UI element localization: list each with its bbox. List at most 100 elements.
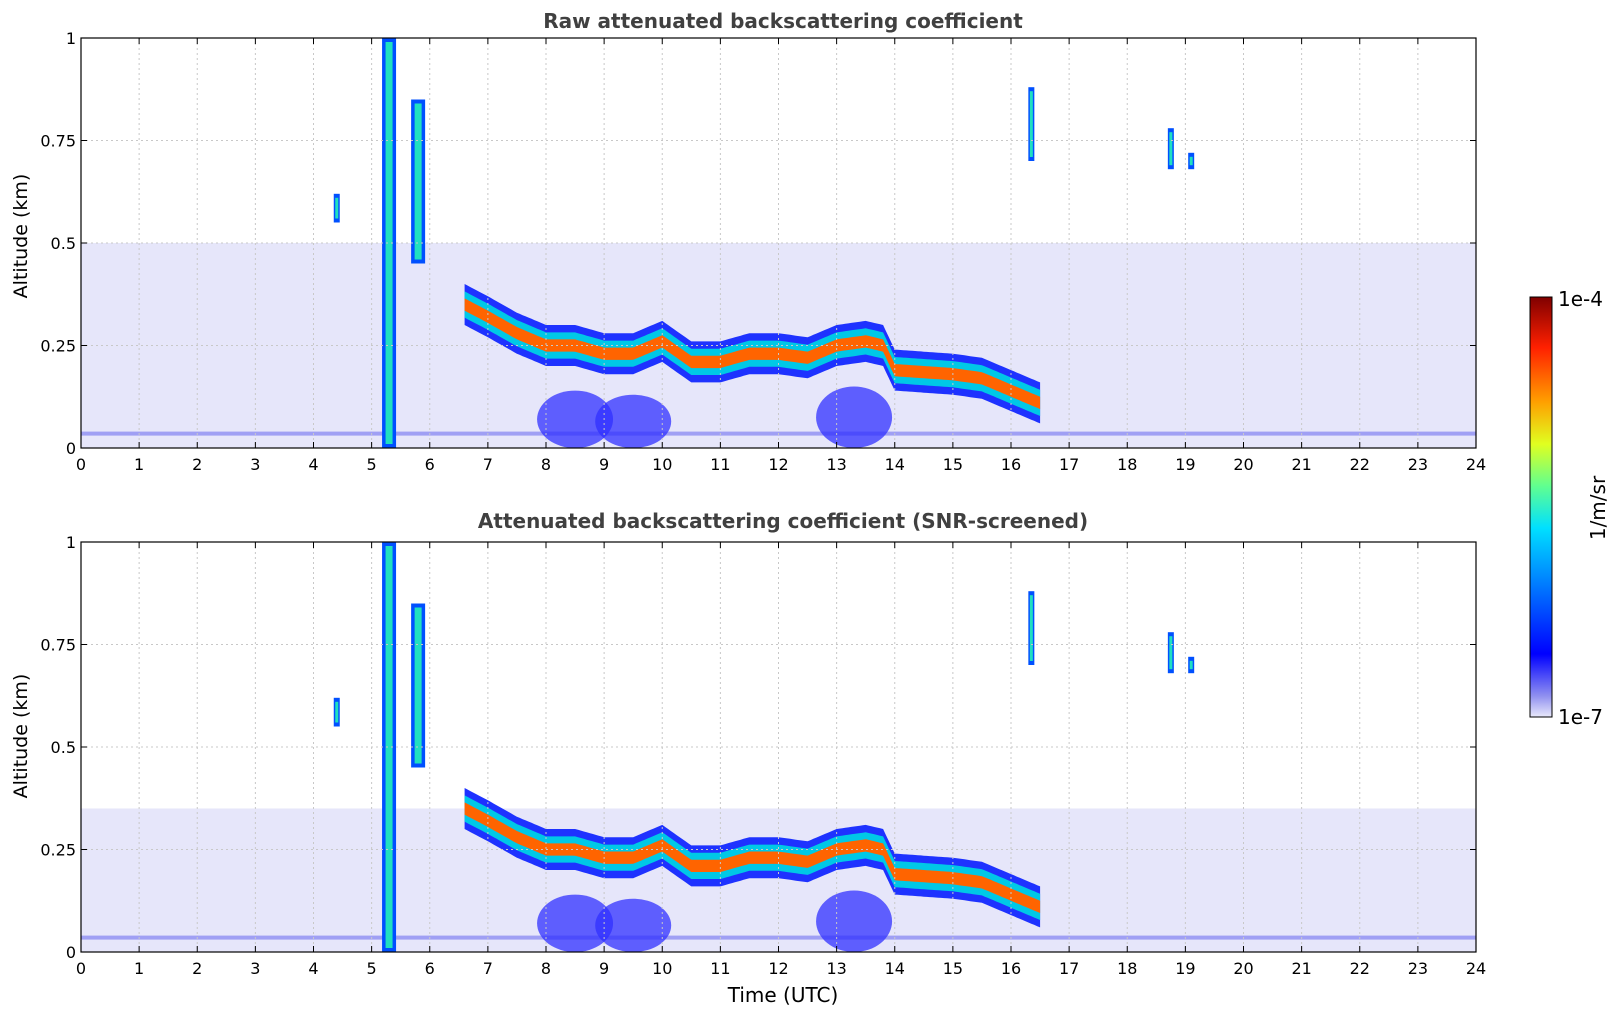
raw-panel: Raw attenuated backscattering coefficien… <box>10 9 1486 474</box>
background-signal <box>81 808 1476 952</box>
y-tick-label: 0.5 <box>51 738 76 757</box>
x-tick-label: 19 <box>1175 455 1195 474</box>
x-tick-label: 7 <box>483 959 493 978</box>
x-tick-label: 17 <box>1059 959 1079 978</box>
plume-core <box>1189 660 1193 670</box>
x-tick-label: 0 <box>76 455 86 474</box>
x-tick-label: 16 <box>1001 959 1021 978</box>
x-tick-label: 14 <box>885 959 905 978</box>
y-tick-label: 1 <box>66 533 76 552</box>
x-axis-label: Time (UTC) <box>727 983 839 1007</box>
y-tick-label: 0.75 <box>40 636 76 655</box>
y-tick-label: 0 <box>66 439 76 458</box>
low-aerosol-blob <box>595 394 672 448</box>
x-tick-label: 14 <box>885 455 905 474</box>
plume-core <box>1169 636 1173 670</box>
x-tick-label: 24 <box>1466 959 1486 978</box>
x-tick-label: 3 <box>250 455 260 474</box>
raw-panel-title: Raw attenuated backscattering coefficien… <box>543 9 1023 33</box>
screened-panel-grid <box>81 542 1476 952</box>
raw-panel-frame <box>80 37 1477 449</box>
x-tick-label: 4 <box>308 455 318 474</box>
x-tick-label: 2 <box>192 959 202 978</box>
x-tick-label: 23 <box>1408 959 1428 978</box>
screened-panel-frame <box>80 541 1477 953</box>
x-tick-label: 16 <box>1001 455 1021 474</box>
x-tick-label: 2 <box>192 455 202 474</box>
x-tick-label: 24 <box>1466 455 1486 474</box>
x-tick-label: 1 <box>134 959 144 978</box>
x-tick-label: 18 <box>1117 455 1137 474</box>
plume-core <box>335 197 339 219</box>
colorbar: 1e-4 1e-7 1/m/sr <box>1529 287 1610 729</box>
x-tick-label: 18 <box>1117 959 1137 978</box>
x-tick-label: 21 <box>1291 455 1311 474</box>
x-tick-label: 15 <box>943 959 963 978</box>
y-tick-label: 1 <box>66 29 76 48</box>
colorbar-gradient <box>1529 296 1553 718</box>
x-tick-label: 10 <box>652 959 672 978</box>
raw-panel-grid <box>81 38 1476 448</box>
x-tick-label: 15 <box>943 455 963 474</box>
screened-panel: Attenuated backscattering coefficient (S… <box>10 509 1486 1007</box>
plume-core <box>414 607 422 764</box>
x-tick-label: 12 <box>768 455 788 474</box>
x-tick-label: 0 <box>76 959 86 978</box>
low-aerosol-blob <box>537 894 614 952</box>
plume-core <box>1189 156 1193 166</box>
layer-core <box>464 298 1041 410</box>
y-tick-label: 0.25 <box>40 337 76 356</box>
screened-panel-ylabel: Altitude (km) <box>10 674 32 799</box>
plume-core <box>1169 132 1173 166</box>
x-tick-label: 11 <box>710 959 730 978</box>
x-tick-label: 9 <box>599 959 609 978</box>
x-tick-label: 8 <box>541 959 551 978</box>
x-tick-label: 11 <box>710 455 730 474</box>
y-tick-label: 0.5 <box>51 234 76 253</box>
y-tick-label: 0.25 <box>40 841 76 860</box>
x-tick-label: 17 <box>1059 455 1079 474</box>
x-tick-label: 20 <box>1233 959 1253 978</box>
x-tick-label: 8 <box>541 455 551 474</box>
x-tick-label: 6 <box>425 959 435 978</box>
screened-panel-xticks: 0 1 2 3 4 5 6 7 8 9 10 11 12 13 14 15 16 17 18 19 20 21 22 23 24 <box>76 542 1486 978</box>
x-tick-label: 9 <box>599 455 609 474</box>
x-tick-label: 19 <box>1175 959 1195 978</box>
colorbar-min-label: 1e-7 <box>1558 705 1603 729</box>
x-tick-label: 21 <box>1291 959 1311 978</box>
x-tick-label: 5 <box>367 959 377 978</box>
plume-core <box>385 546 393 948</box>
x-tick-label: 23 <box>1408 455 1428 474</box>
x-tick-label: 12 <box>768 959 788 978</box>
plume-core <box>1029 595 1033 661</box>
x-tick-label: 6 <box>425 455 435 474</box>
x-tick-label: 13 <box>826 455 846 474</box>
y-tick-label: 0 <box>66 943 76 962</box>
raw-panel-xticks: 0 1 2 3 4 5 6 7 8 9 10 11 12 13 14 15 16 17 18 19 20 21 22 23 24 <box>76 38 1486 474</box>
x-tick-label: 5 <box>367 455 377 474</box>
raw-panel-ylabel: Altitude (km) <box>10 174 32 299</box>
layer-core <box>464 802 1041 913</box>
plume-core <box>414 103 422 260</box>
x-tick-label: 20 <box>1233 455 1253 474</box>
plume-core <box>1029 91 1033 157</box>
plume-core <box>385 42 393 444</box>
low-aerosol-blob <box>816 386 893 448</box>
colorbar-unit-label: 1/m/sr <box>1586 475 1610 540</box>
y-tick-label: 0.75 <box>40 132 76 151</box>
x-tick-label: 10 <box>652 455 672 474</box>
colorbar-max-label: 1e-4 <box>1558 287 1603 311</box>
x-tick-label: 13 <box>826 959 846 978</box>
x-tick-label: 3 <box>250 959 260 978</box>
low-aerosol-blob <box>537 390 614 448</box>
x-tick-label: 22 <box>1350 455 1370 474</box>
x-tick-label: 1 <box>134 455 144 474</box>
plume-core <box>335 701 339 723</box>
screened-panel-title: Attenuated backscattering coefficient (S… <box>478 509 1088 533</box>
low-aerosol-blob <box>595 898 672 952</box>
low-aerosol-blob <box>816 890 893 952</box>
x-tick-label: 4 <box>308 959 318 978</box>
x-tick-label: 7 <box>483 455 493 474</box>
